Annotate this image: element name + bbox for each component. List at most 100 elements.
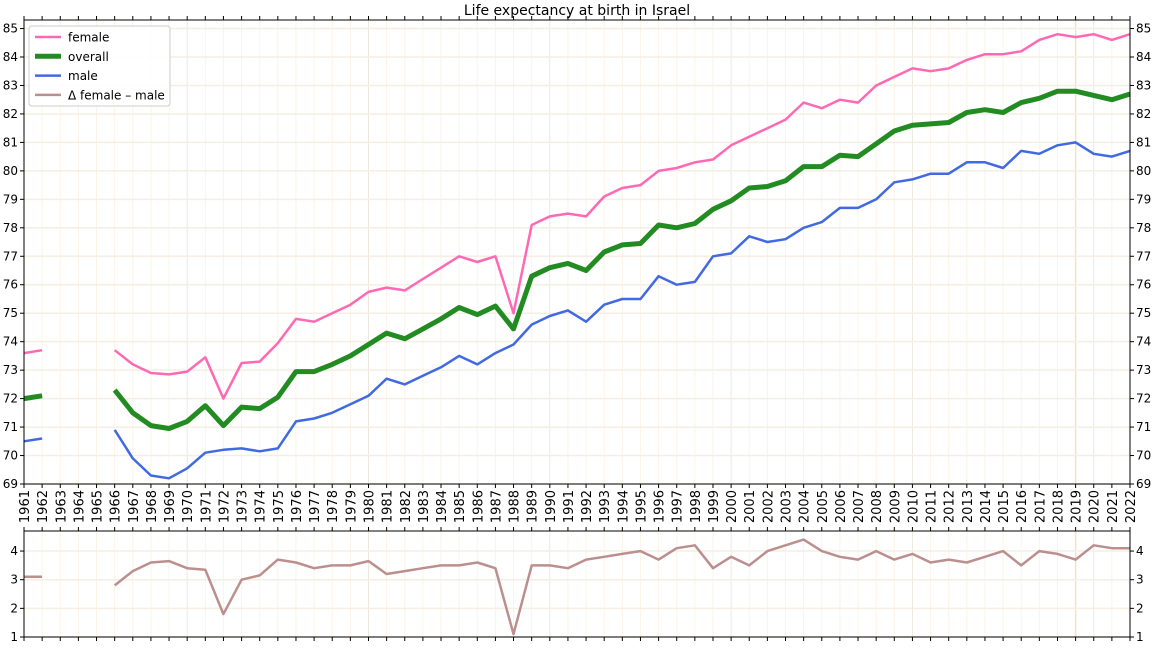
y-tick-label: 74 xyxy=(1136,335,1151,349)
y-tick-label: 2 xyxy=(1136,601,1144,615)
y-tick-label: 77 xyxy=(3,249,18,263)
x-tick-label: 1996 xyxy=(653,490,668,523)
x-tick-label: 1995 xyxy=(634,490,649,523)
x-tick-label: 2009 xyxy=(888,490,903,523)
x-tick-label: 1984 xyxy=(435,490,450,523)
y-tick-label: 78 xyxy=(1136,221,1151,235)
x-tick-label: 1986 xyxy=(471,490,486,523)
y-tick-label: 83 xyxy=(3,78,18,92)
axes-frame xyxy=(23,530,1131,638)
series-line-overall xyxy=(23,393,43,402)
y-tick-label: 1 xyxy=(10,630,18,644)
y-tick-label: 77 xyxy=(1136,249,1151,263)
legend: female overall male Δ female – male xyxy=(28,25,171,107)
y-tick-label: 3 xyxy=(10,573,18,587)
series-line-male xyxy=(113,141,1131,480)
y-tick-label: 74 xyxy=(3,335,18,349)
x-tick-label: 2008 xyxy=(870,490,885,523)
chart-title: Life expectancy at birth in Israel xyxy=(464,3,690,19)
x-tick-label: 2014 xyxy=(979,490,994,523)
x-tick-label: 2013 xyxy=(961,490,976,523)
x-tick-label: 2001 xyxy=(743,490,758,523)
series-line-female xyxy=(23,348,43,355)
x-tick-label: 1973 xyxy=(236,490,251,523)
y-tick-label: 79 xyxy=(1136,192,1151,206)
x-tick-label: 1975 xyxy=(272,490,287,523)
y-tick-label: 76 xyxy=(3,278,18,292)
series-line-overall xyxy=(112,88,1131,431)
y-tick-label: 3 xyxy=(1136,573,1144,587)
y-tick-label: 84 xyxy=(1136,50,1151,64)
x-tick-label: 1979 xyxy=(344,490,359,523)
series-line-male xyxy=(23,437,43,443)
y-tick-label: 75 xyxy=(1136,306,1151,320)
y-tick-label: 84 xyxy=(3,50,18,64)
x-tick-label: 1989 xyxy=(526,490,541,523)
series-line-female xyxy=(113,32,1131,400)
y-tick-label: 76 xyxy=(1136,278,1151,292)
series-line---female---male xyxy=(113,538,1130,636)
x-tick-label: 1978 xyxy=(326,490,341,523)
x-tick-label: 2004 xyxy=(798,490,813,523)
x-tick-label: 1966 xyxy=(109,490,124,523)
x-tick-label: 1990 xyxy=(544,490,559,523)
x-tick-label: 1994 xyxy=(616,490,631,523)
y-tick-label: 69 xyxy=(1136,477,1151,491)
y-tick-label: 2 xyxy=(10,601,18,615)
axes-frame xyxy=(23,19,1131,485)
x-tick-label: 1972 xyxy=(217,490,232,523)
y-tick-label: 71 xyxy=(3,420,18,434)
x-tick-label: 1964 xyxy=(72,490,87,523)
x-tick-label: 1969 xyxy=(163,490,178,523)
x-tick-label: 1971 xyxy=(199,490,214,523)
x-tick-label: 1988 xyxy=(508,490,523,523)
x-tick-label: 1977 xyxy=(308,490,323,523)
y-tick-label: 73 xyxy=(3,363,18,377)
x-tick-label: 1985 xyxy=(453,490,468,523)
y-tick-label: 72 xyxy=(1136,392,1151,406)
y-tick-label: 78 xyxy=(3,221,18,235)
x-tick-label: 1999 xyxy=(707,490,722,523)
y-tick-label: 72 xyxy=(3,392,18,406)
x-tick-label: 1974 xyxy=(254,490,269,523)
legend-box xyxy=(28,25,171,107)
x-tick-label: 2016 xyxy=(1015,490,1030,523)
legend-label: overall xyxy=(68,50,109,64)
x-tick-label: 1967 xyxy=(127,490,142,523)
y-tick-label: 4 xyxy=(10,544,18,558)
y-tick-label: 83 xyxy=(1136,78,1151,92)
y-tick-label: 80 xyxy=(1136,164,1151,178)
x-tick-label: 1992 xyxy=(580,490,595,523)
x-tick-label: 1982 xyxy=(399,490,414,523)
x-tick-label: 2017 xyxy=(1033,490,1048,523)
x-tick-label: 1987 xyxy=(489,490,504,523)
x-tick-label: 1993 xyxy=(598,490,613,523)
legend-label: Δ female – male xyxy=(68,88,165,102)
x-tick-label: 2018 xyxy=(1051,490,1066,523)
x-tick-label: 2015 xyxy=(997,490,1012,523)
y-tick-label: 75 xyxy=(3,306,18,320)
x-tick-label: 1997 xyxy=(671,490,686,523)
x-tick-label: 2022 xyxy=(1124,490,1139,523)
y-tick-label: 85 xyxy=(3,22,18,36)
x-tick-label: 1981 xyxy=(381,490,396,523)
x-tick-label: 1965 xyxy=(91,490,106,523)
y-tick-label: 79 xyxy=(3,192,18,206)
x-tick-label: 2021 xyxy=(1106,490,1121,523)
x-tick-label: 2006 xyxy=(834,490,849,523)
y-tick-label: 85 xyxy=(1136,22,1151,36)
legend-label: female xyxy=(68,31,109,45)
y-tick-label: 80 xyxy=(3,164,18,178)
x-tick-label: 2011 xyxy=(925,490,940,523)
y-tick-label: 70 xyxy=(1136,449,1151,463)
x-tick-label: 1991 xyxy=(562,490,577,523)
x-tick-label: 1968 xyxy=(145,490,160,523)
y-tick-label: 82 xyxy=(3,107,18,121)
x-tick-label: 2020 xyxy=(1088,490,1103,523)
y-tick-label: 4 xyxy=(1136,544,1144,558)
x-tick-label: 1998 xyxy=(689,490,704,523)
y-tick-label: 82 xyxy=(1136,107,1151,121)
x-tick-label: 2005 xyxy=(816,490,831,523)
legend-label: male xyxy=(68,69,98,83)
